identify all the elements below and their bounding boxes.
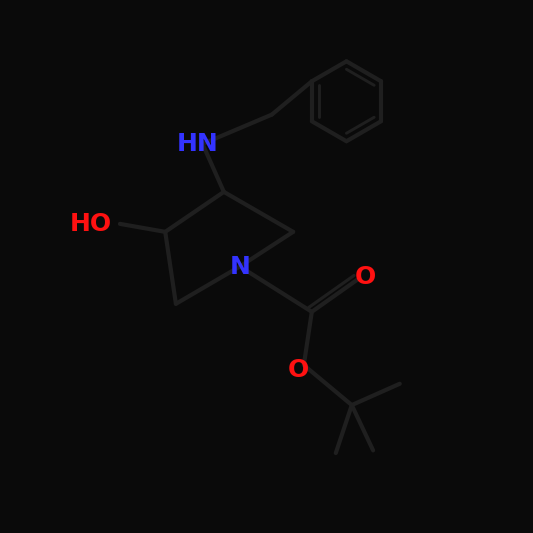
Text: O: O (354, 265, 376, 289)
Text: O: O (288, 358, 309, 383)
Text: N: N (229, 254, 251, 279)
Text: HO: HO (69, 212, 112, 236)
Text: HN: HN (176, 132, 218, 156)
